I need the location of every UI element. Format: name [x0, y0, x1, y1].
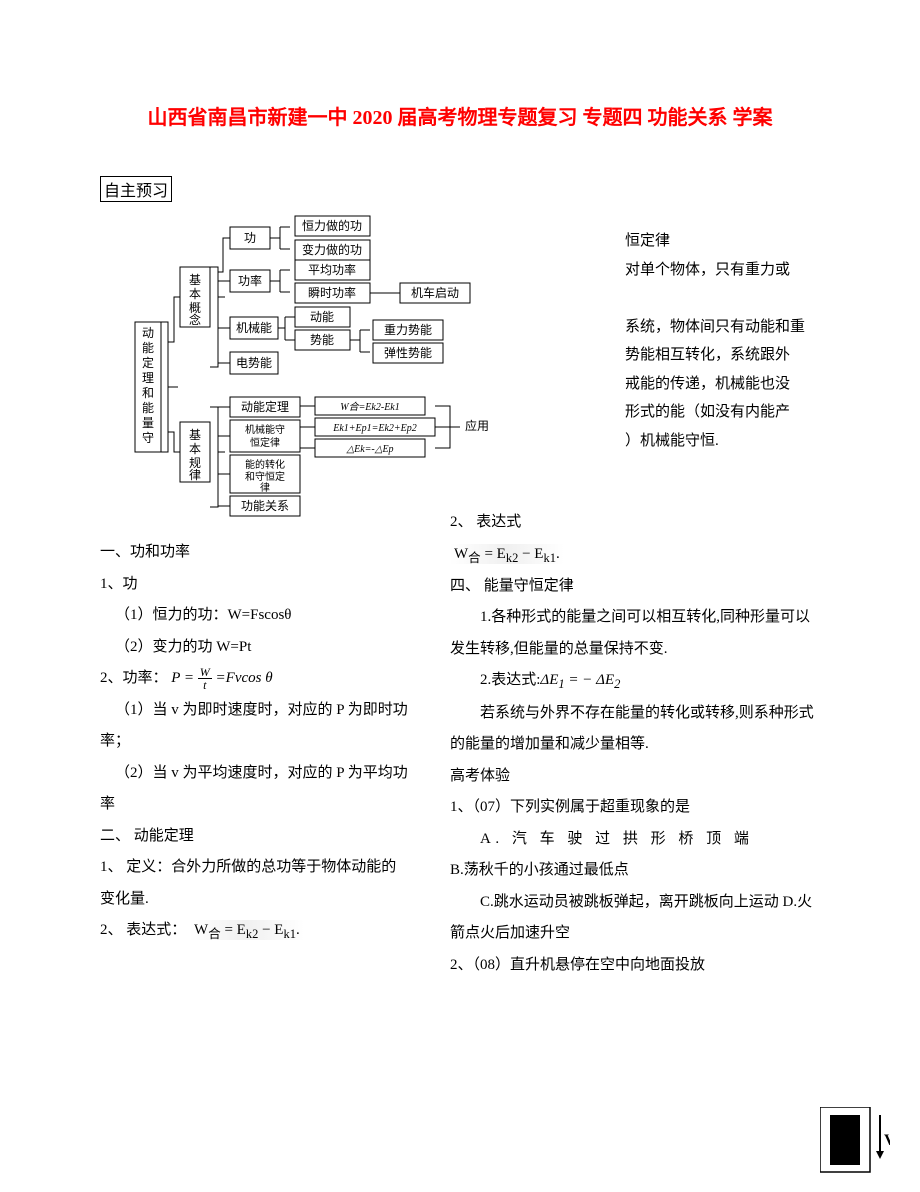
svg-text:功率: 功率 [238, 273, 262, 288]
svg-text:机械能: 机械能 [236, 320, 272, 335]
overlay-line: 系统，物体间只有动能和重 [625, 313, 920, 342]
list-item: 2.表达式:ΔE1 = − ΔE2 [450, 665, 820, 697]
formula: ΔE1 = − ΔE2 [540, 672, 620, 688]
overlay-line: 戒能的传递，机械能也没 [625, 370, 920, 399]
list-item: 2、 表达式： W合 = Ek2 − Ek1. [100, 915, 410, 947]
svg-text:恒力做的功: 恒力做的功 [302, 218, 362, 233]
svg-text:Ek1+Ep1=Ek2+Ep2: Ek1+Ep1=Ek2+Ep2 [332, 423, 417, 434]
formula-part: =Fvcos θ [216, 670, 273, 686]
svg-text:功: 功 [244, 231, 256, 245]
list-item: 若系统与外界不存在能量的转化或转移,则系种形式的能量的增加量和减少量相等. [450, 698, 820, 761]
formula: P = W t =Fvcos θ [171, 670, 272, 686]
svg-text:律: 律 [260, 481, 270, 494]
formula-box: W合 = Ek2 − Ek1. [190, 920, 304, 940]
svg-text:理: 理 [142, 371, 154, 385]
svg-text:基: 基 [189, 428, 201, 442]
overlay-line: 势能相互转化，系统跟外 [625, 341, 920, 370]
svg-text:电势能: 电势能 [236, 356, 272, 370]
svg-text:功能关系: 功能关系 [241, 499, 289, 513]
option: B.荡秋千的小孩通过最低点 [450, 855, 820, 887]
svg-text:变力做的功: 变力做的功 [302, 242, 362, 257]
svg-text:动: 动 [142, 326, 154, 340]
pre-study-label: 自主预习 [100, 176, 820, 202]
svg-text:定: 定 [142, 355, 154, 370]
svg-text:本: 本 [189, 287, 201, 301]
svg-text:能: 能 [142, 341, 154, 355]
bottom-velocity-icon: V [820, 1107, 890, 1182]
formula-box: W合 = Ek2 − Ek1. [450, 544, 564, 564]
item-label: 2、功率： [100, 670, 168, 686]
right-overlay-text: 恒定律 对单个物体，只有重力或 系统，物体间只有动能和重 势能相互转化，系统跟外… [625, 227, 920, 455]
list-item: （2）当 v 为平均速度时，对应的 P 为平均功率 [100, 758, 410, 821]
svg-text:恒定律: 恒定律 [250, 436, 280, 449]
list-item: （1）恒力的功：W=Fscosθ [100, 600, 410, 632]
list-item: 1.各种形式的能量之间可以相互转化,同种形量可以发生转移,但能量的总量保持不变. [450, 602, 820, 665]
list-item: （2）变力的功 W=Pt [100, 632, 410, 664]
svg-text:基: 基 [189, 273, 201, 287]
list-item: 1、 定义：合外力所做的总功等于物体动能的变化量. [100, 852, 410, 915]
list-item: （1）当 v 为即时速度时，对应的 P 为即时功率； [100, 695, 410, 758]
right-column: 2、 表达式 W合 = Ek2 − Ek1. 四、 能量守恒定律 1.各种形式的… [450, 507, 820, 981]
overlay-line: 恒定律 [625, 227, 920, 256]
svg-text:律: 律 [189, 468, 201, 482]
question: 1、（07）下列实例属于超重现象的是 [450, 792, 820, 824]
svg-text:应用: 应用 [465, 418, 489, 433]
fraction: W t [198, 666, 212, 691]
overlay-line: 形式的能（如没有内能产 [625, 398, 920, 427]
formula-line: W合 = Ek2 − Ek1. [450, 539, 820, 571]
overlay-line: 对单个物体，只有重力或 [625, 256, 920, 285]
svg-text:机械能守: 机械能守 [245, 423, 285, 436]
section-title: 四、 能量守恒定律 [450, 571, 820, 603]
svg-text:W合=Ek2-Ek1: W合=Ek2-Ek1 [340, 401, 400, 413]
svg-text:重力势能: 重力势能 [384, 323, 432, 337]
overlay-line: ）机械能守恒. [625, 427, 920, 456]
svg-text:V: V [884, 1132, 890, 1149]
svg-text:动能定理: 动能定理 [241, 399, 289, 414]
svg-text:机车启动: 机车启动 [411, 285, 459, 300]
item-label: 2、 表达式： [100, 922, 186, 938]
option: C.跳水运动员被跳板弹起，离开跳板向上运动 D.火箭点火后加速升空 [450, 887, 820, 950]
left-column: 一、功和功率 1、功 （1）恒力的功：W=Fscosθ （2）变力的功 W=Pt… [100, 537, 410, 1011]
svg-text:瞬时功率: 瞬时功率 [308, 285, 356, 300]
svg-text:动能: 动能 [310, 310, 334, 324]
svg-text:念: 念 [189, 312, 201, 327]
svg-text:和守恒定: 和守恒定 [245, 470, 285, 483]
question: 2、（08）直升机悬停在空中向地面投放 [450, 950, 820, 982]
list-item: 1、功 [100, 569, 410, 601]
list-item: 2、功率： P = W t =Fvcos θ [100, 663, 410, 695]
list-item: 2、 表达式 [450, 507, 820, 539]
svg-text:能的转化: 能的转化 [245, 458, 285, 471]
document-title: 山西省南昌市新建一中 2020 届高考物理专题复习 专题四 功能关系 学案 [100, 100, 820, 136]
section-title: 一、功和功率 [100, 537, 410, 569]
option: A. 汽 车 驶 过 拱 形 桥 顶 端 [450, 824, 820, 856]
svg-text:平均功率: 平均功率 [308, 262, 356, 277]
svg-text:守: 守 [142, 431, 154, 445]
svg-text:量: 量 [142, 416, 154, 430]
svg-text:本: 本 [189, 442, 201, 456]
formula-part: P [171, 670, 180, 686]
content-wrapper: 恒定律 对单个物体，只有重力或 系统，物体间只有动能和重 势能相互转化，系统跟外… [100, 537, 820, 1011]
section-title: 二、 动能定理 [100, 821, 410, 853]
svg-text:和: 和 [142, 386, 154, 400]
svg-text:△Ek=-△Ep: △Ek=-△Ep [345, 444, 393, 455]
denominator: t [198, 679, 212, 691]
two-column-layout: 一、功和功率 1、功 （1）恒力的功：W=Fscosθ （2）变力的功 W=Pt… [100, 537, 820, 1011]
svg-text:势能: 势能 [310, 333, 334, 347]
section-title: 高考体验 [450, 761, 820, 793]
boxed-label: 自主预习 [100, 176, 172, 202]
svg-text:弹性势能: 弹性势能 [384, 346, 432, 360]
formula-part: = [184, 670, 194, 686]
svg-text:能: 能 [142, 401, 154, 415]
